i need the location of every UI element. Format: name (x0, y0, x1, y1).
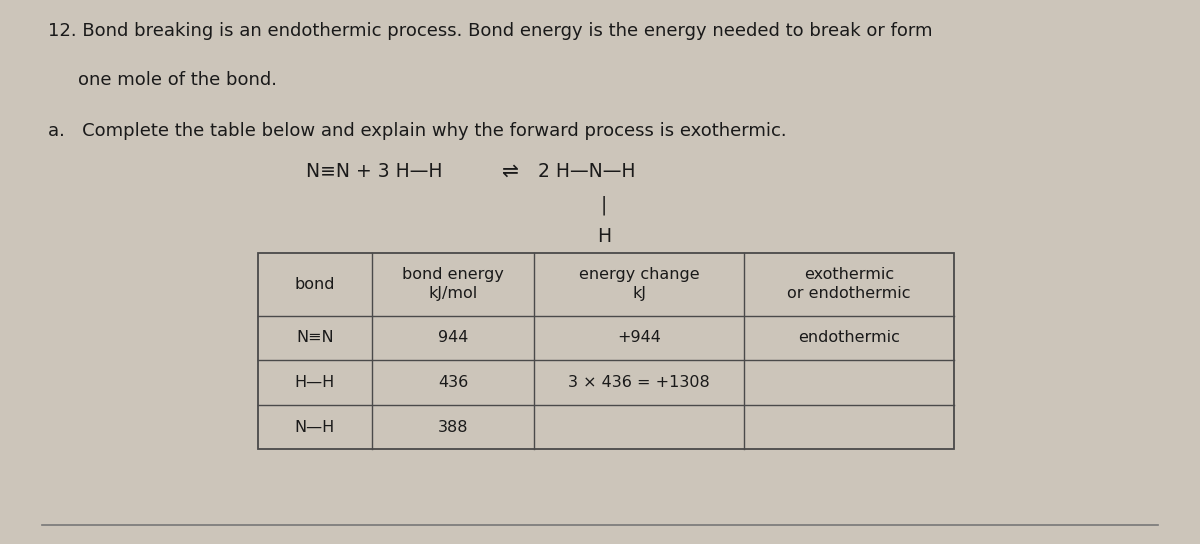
Text: exothermic
or endothermic: exothermic or endothermic (787, 268, 911, 301)
Text: one mole of the bond.: one mole of the bond. (78, 71, 277, 89)
Text: ⇌: ⇌ (502, 162, 518, 181)
Text: N≡N + 3 H—H: N≡N + 3 H—H (306, 162, 443, 181)
Text: N—H: N—H (295, 419, 335, 435)
Bar (258, 253, 954, 449)
Text: |: | (601, 195, 607, 215)
Text: a.   Complete the table below and explain why the forward process is exothermic.: a. Complete the table below and explain … (48, 122, 787, 140)
Text: N≡N: N≡N (296, 330, 334, 345)
Text: energy change
kJ: energy change kJ (578, 268, 700, 301)
Text: 944: 944 (438, 330, 468, 345)
Text: 3 × 436 = +1308: 3 × 436 = +1308 (568, 375, 710, 390)
Text: 436: 436 (438, 375, 468, 390)
Text: +944: +944 (617, 330, 661, 345)
Text: endothermic: endothermic (798, 330, 900, 345)
Text: H: H (598, 227, 611, 246)
Text: bond: bond (295, 277, 335, 292)
Text: bond energy
kJ/mol: bond energy kJ/mol (402, 268, 504, 301)
Text: 12. Bond breaking is an endothermic process. Bond energy is the energy needed to: 12. Bond breaking is an endothermic proc… (48, 22, 932, 40)
Text: H—H: H—H (295, 375, 335, 390)
Text: 2 H—N—H: 2 H—N—H (538, 162, 635, 181)
Text: 388: 388 (438, 419, 468, 435)
